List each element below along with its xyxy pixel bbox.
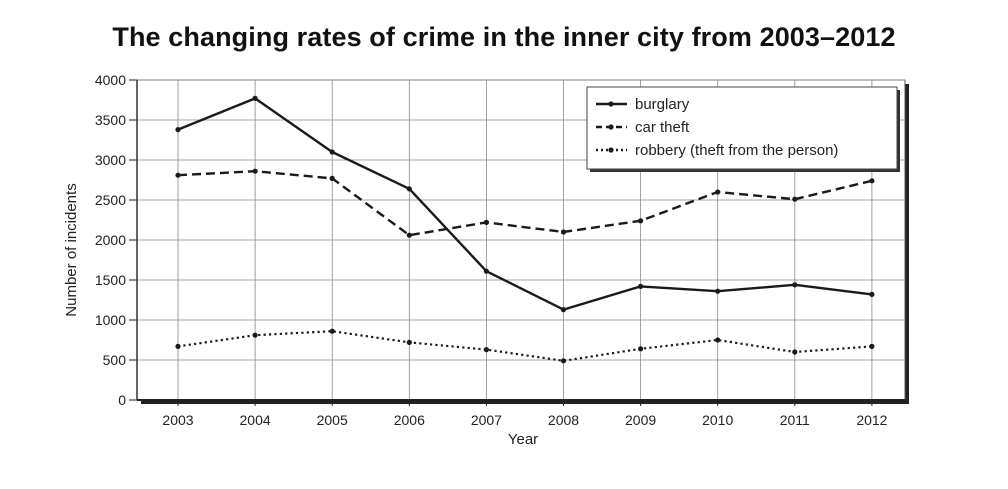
data-point (560, 358, 567, 364)
data-point (715, 189, 721, 195)
y-tick-label: 4000 (95, 72, 126, 88)
x-tick-label: 2005 (317, 412, 348, 428)
data-point (715, 288, 721, 294)
x-tick-label: 2010 (702, 412, 733, 428)
data-point (406, 232, 412, 238)
y-tick-label: 3000 (95, 152, 126, 168)
x-tick-label: 2007 (471, 412, 502, 428)
data-point (252, 95, 258, 101)
data-point (560, 229, 567, 235)
x-tick-label: 2011 (780, 412, 810, 428)
y-tick-label: 3500 (95, 112, 126, 128)
data-point (792, 282, 798, 288)
data-point (483, 347, 489, 353)
data-point (560, 307, 567, 313)
x-tick-label: 2008 (548, 412, 579, 428)
data-point (252, 168, 258, 174)
legend-marker (608, 101, 614, 107)
legend-marker (608, 124, 614, 130)
data-point (406, 186, 412, 192)
data-point (715, 337, 721, 343)
data-point (638, 346, 644, 352)
y-tick-label: 500 (103, 352, 127, 368)
legend-box (586, 86, 898, 170)
legend-entry: burglary (635, 96, 690, 113)
data-point (329, 149, 335, 155)
data-point (329, 175, 335, 181)
series-line (177, 169, 873, 237)
data-point (638, 218, 644, 224)
data-point (869, 178, 875, 184)
data-point (792, 349, 798, 355)
y-tick-label: 2000 (95, 232, 126, 248)
series-car (175, 168, 875, 238)
x-axis-title: Year (508, 431, 538, 448)
data-point (175, 127, 181, 133)
x-tick-label: 2012 (856, 412, 887, 428)
chart-title: The changing rates of crime in the inner… (112, 22, 896, 52)
data-point (792, 196, 798, 202)
y-tick-label: 1000 (95, 312, 126, 328)
series-burglary (175, 95, 875, 313)
legend-entry: car theft (635, 119, 690, 136)
series-robbery (175, 328, 875, 364)
y-tick-label: 0 (118, 392, 126, 408)
x-tick-label: 2006 (394, 412, 425, 428)
data-point (869, 291, 875, 297)
data-point (175, 172, 181, 178)
y-tick-label: 1500 (95, 272, 126, 288)
data-point (483, 268, 489, 274)
data-point (329, 328, 335, 334)
data-point (638, 283, 644, 289)
legend-entry: robbery (theft from the person) (635, 142, 838, 159)
y-axis-title: Number of incidents (63, 183, 80, 316)
data-point (869, 343, 875, 349)
data-point (252, 332, 258, 338)
data-point (406, 339, 412, 345)
data-point (483, 219, 489, 225)
x-tick-label: 2003 (162, 412, 193, 428)
x-tick-label: 2009 (625, 412, 656, 428)
x-tick-label: 2004 (240, 412, 271, 428)
legend-marker (608, 147, 614, 153)
series-line (177, 97, 873, 311)
y-tick-label: 2500 (95, 192, 126, 208)
data-point (175, 343, 181, 349)
